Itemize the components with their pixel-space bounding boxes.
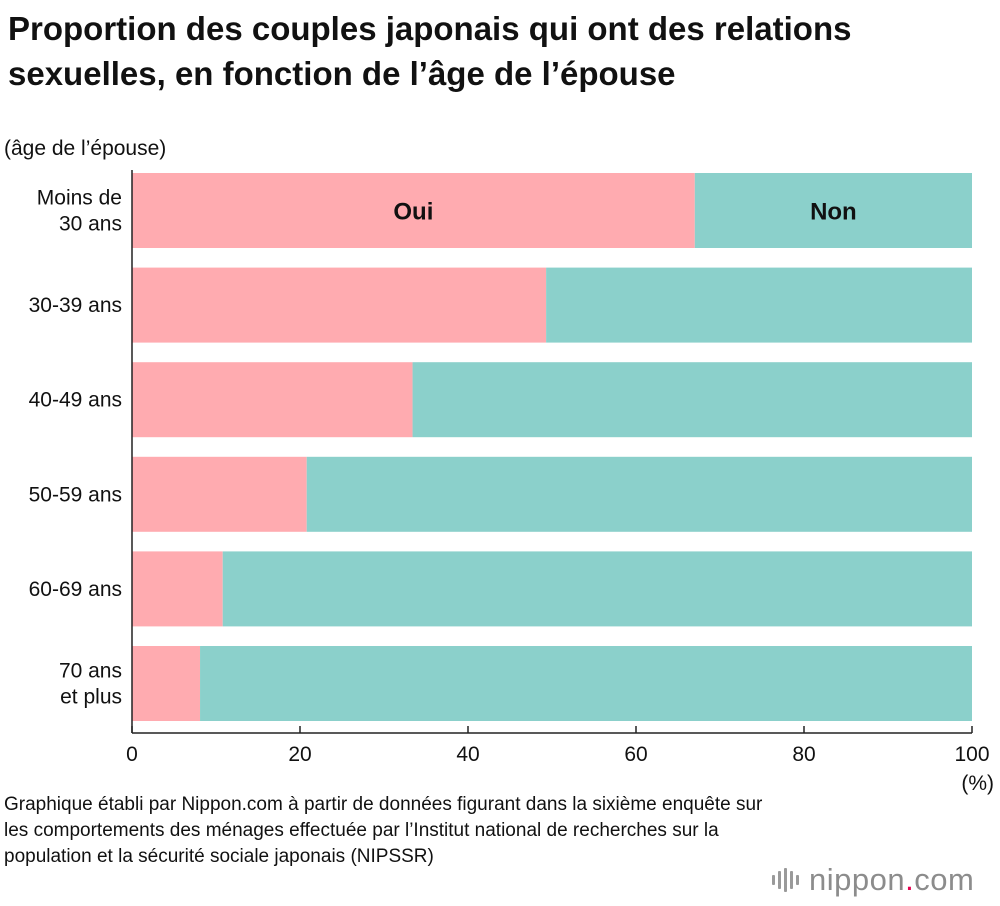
brand-dot: .	[905, 862, 915, 897]
bar-non-0	[694, 173, 972, 248]
bar-oui-3	[132, 456, 307, 532]
bar-non-1	[546, 267, 972, 343]
x-axis: 0 20 40 60 80 100	[126, 170, 990, 766]
bar-non-4	[222, 551, 973, 627]
bar-non-5	[200, 646, 973, 721]
series-label-non: Non	[810, 199, 857, 226]
bars-layer: Oui Non	[132, 173, 973, 721]
x-axis-unit: (%)	[961, 772, 994, 795]
y-axis-label: (âge de l’épouse)	[4, 137, 166, 160]
category-label-2-0: 40-49 ans	[29, 389, 122, 412]
x-tick-label-4: 80	[792, 743, 815, 766]
category-labels: Moins de 30 ans 30-39 ans 40-49 ans 50-59 an…	[29, 187, 122, 709]
category-label-0-1: 30 ans	[59, 213, 122, 236]
bar-non-3	[306, 456, 973, 532]
x-tick-label-3: 60	[624, 743, 647, 766]
brand-suffix: com	[914, 862, 975, 897]
x-tick-label-5: 100	[954, 743, 989, 766]
x-tick-label-2: 40	[456, 743, 479, 766]
category-label-4-0: 60-69 ans	[29, 578, 122, 601]
x-tick-label-1: 20	[288, 743, 311, 766]
chart-title: Proportion des couples japonais qui ont …	[8, 10, 852, 92]
x-tick-label-0: 0	[126, 743, 138, 766]
bar-oui-2	[132, 362, 413, 438]
brand-name: nippon	[809, 862, 906, 897]
bar-oui-4	[132, 551, 223, 627]
category-label-1-0: 30-39 ans	[29, 294, 122, 317]
category-label-5-1: et plus	[60, 686, 122, 709]
category-label-3-0: 50-59 ans	[29, 483, 122, 506]
series-label-oui: Oui	[393, 199, 433, 226]
bar-oui-0	[132, 173, 695, 248]
bar-oui-5	[132, 646, 201, 721]
brand-mark-icon	[772, 868, 799, 892]
nippon-logo: nippon.com	[772, 860, 974, 900]
category-label-0-0: Moins de	[37, 187, 122, 210]
source-note: Graphique établi par Nippon.com à partir…	[4, 794, 763, 867]
bar-non-2	[412, 362, 972, 438]
category-label-5-0: 70 ans	[59, 660, 122, 683]
bar-oui-1	[132, 267, 547, 343]
